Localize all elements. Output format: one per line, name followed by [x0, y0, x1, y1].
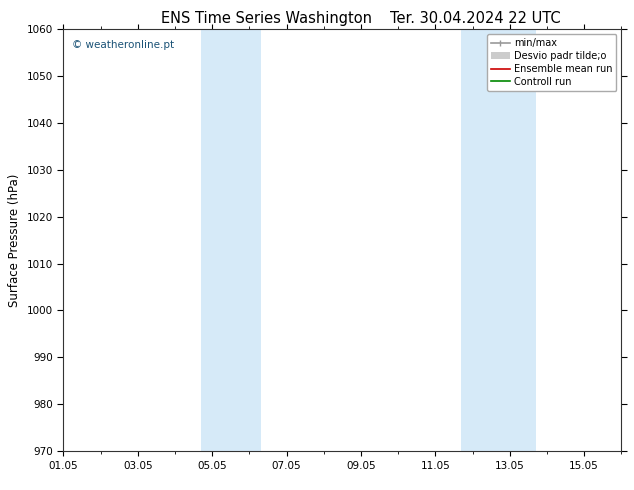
Bar — [462, 29, 536, 451]
Text: Ter. 30.04.2024 22 UTC: Ter. 30.04.2024 22 UTC — [390, 11, 561, 26]
Text: ENS Time Series Washington: ENS Time Series Washington — [161, 11, 372, 26]
Bar — [201, 29, 261, 451]
Text: © weatheronline.pt: © weatheronline.pt — [72, 40, 174, 50]
Legend: min/max, Desvio padr tilde;o, Ensemble mean run, Controll run: min/max, Desvio padr tilde;o, Ensemble m… — [487, 34, 616, 91]
Y-axis label: Surface Pressure (hPa): Surface Pressure (hPa) — [8, 173, 21, 307]
